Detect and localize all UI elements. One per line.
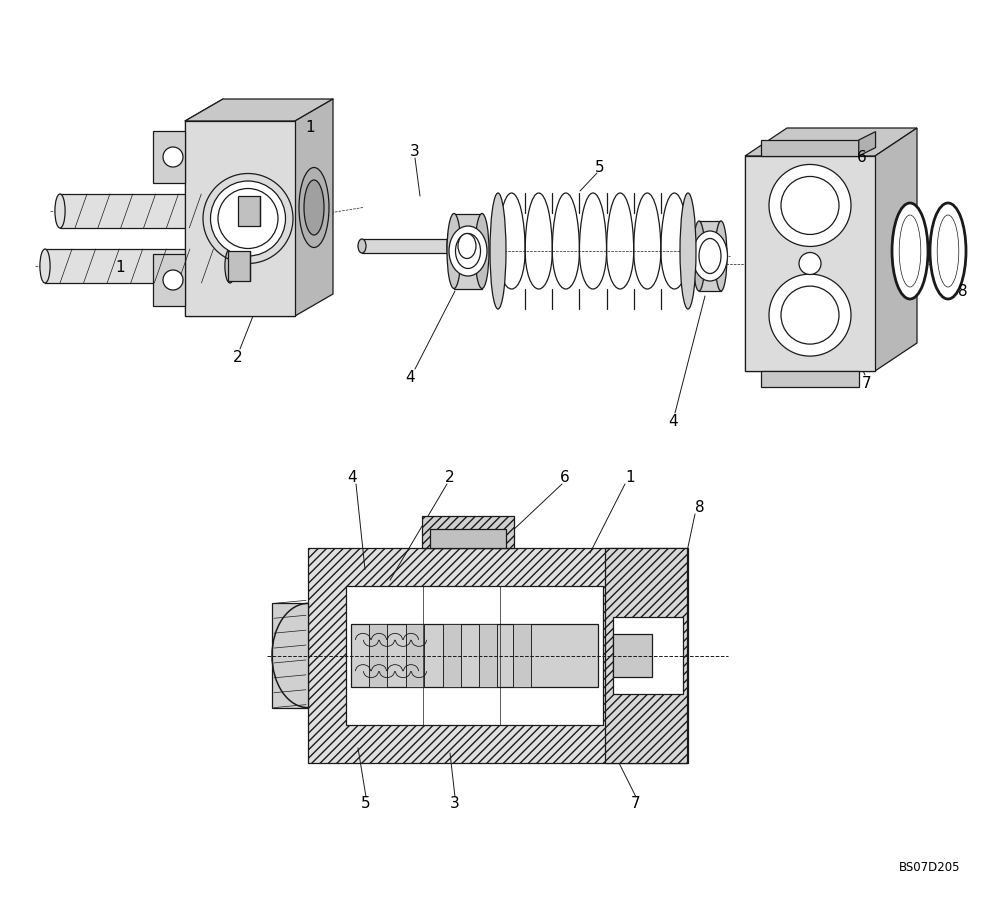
Ellipse shape	[930, 204, 966, 300]
Text: 8: 8	[958, 284, 968, 299]
Text: 8: 8	[695, 499, 705, 514]
Ellipse shape	[40, 250, 50, 283]
Bar	[60, 195, 240, 229]
Bar	[761, 372, 859, 387]
Ellipse shape	[211, 182, 286, 257]
Ellipse shape	[799, 253, 821, 275]
Ellipse shape	[304, 180, 324, 236]
Ellipse shape	[769, 165, 851, 247]
Polygon shape	[185, 122, 295, 317]
Ellipse shape	[447, 214, 461, 289]
Bar	[452, 227, 482, 267]
Text: BS07D205: BS07D205	[898, 860, 960, 873]
Bar	[422, 517, 514, 548]
Ellipse shape	[892, 204, 928, 300]
Text: 6: 6	[857, 149, 867, 164]
Polygon shape	[153, 132, 185, 184]
Bar	[761, 141, 859, 157]
Text: 6: 6	[560, 469, 570, 484]
Bar	[443, 625, 461, 687]
Bar	[479, 625, 497, 687]
Ellipse shape	[449, 227, 487, 277]
Polygon shape	[859, 132, 876, 157]
Text: 5: 5	[595, 159, 605, 174]
Ellipse shape	[715, 221, 727, 292]
Text: 2: 2	[445, 469, 455, 484]
Ellipse shape	[456, 234, 481, 270]
Ellipse shape	[447, 227, 457, 267]
Bar	[308, 548, 688, 763]
Text: 1: 1	[625, 469, 635, 484]
Text: 4: 4	[405, 369, 415, 384]
Text: 7: 7	[862, 376, 872, 391]
Ellipse shape	[55, 195, 65, 229]
Text: 7: 7	[631, 795, 641, 811]
Bar	[605, 548, 687, 763]
Bar	[454, 214, 482, 289]
Text: 5: 5	[361, 795, 371, 811]
Text: 4: 4	[347, 469, 357, 484]
Polygon shape	[875, 128, 917, 372]
Ellipse shape	[699, 240, 721, 274]
Text: 3: 3	[450, 795, 460, 811]
Ellipse shape	[781, 287, 839, 344]
Polygon shape	[295, 100, 333, 317]
Ellipse shape	[692, 231, 728, 281]
Bar	[605, 548, 687, 763]
Polygon shape	[745, 157, 875, 372]
Text: 1: 1	[305, 119, 315, 134]
Text: 1: 1	[115, 260, 125, 274]
Text: 2: 2	[233, 349, 243, 364]
Bar	[346, 587, 603, 725]
Ellipse shape	[225, 250, 235, 283]
Ellipse shape	[458, 234, 476, 260]
Ellipse shape	[769, 275, 851, 357]
Ellipse shape	[680, 194, 696, 310]
Polygon shape	[185, 100, 333, 122]
Text: 3: 3	[410, 144, 420, 159]
Bar	[351, 625, 598, 687]
Text: 4: 4	[668, 414, 678, 429]
Ellipse shape	[477, 227, 487, 267]
Bar	[430, 529, 506, 548]
Polygon shape	[745, 157, 875, 372]
Bar	[513, 625, 531, 687]
Bar	[406, 625, 424, 687]
Ellipse shape	[163, 148, 183, 168]
Bar	[422, 517, 514, 548]
Bar	[699, 221, 721, 292]
Bar	[362, 240, 452, 254]
Bar	[613, 618, 683, 694]
Polygon shape	[185, 122, 295, 317]
Bar	[272, 604, 308, 708]
Ellipse shape	[358, 240, 366, 254]
Bar	[613, 635, 652, 677]
Ellipse shape	[781, 178, 839, 235]
Ellipse shape	[299, 169, 329, 248]
Polygon shape	[745, 128, 917, 157]
Bar	[45, 250, 230, 283]
Polygon shape	[153, 255, 185, 307]
Ellipse shape	[490, 194, 506, 310]
Bar	[238, 197, 260, 227]
Ellipse shape	[693, 221, 705, 292]
Ellipse shape	[163, 271, 183, 291]
Ellipse shape	[235, 195, 245, 229]
Ellipse shape	[475, 214, 489, 289]
Bar	[369, 625, 387, 687]
Bar	[308, 548, 688, 763]
Bar	[228, 251, 250, 281]
